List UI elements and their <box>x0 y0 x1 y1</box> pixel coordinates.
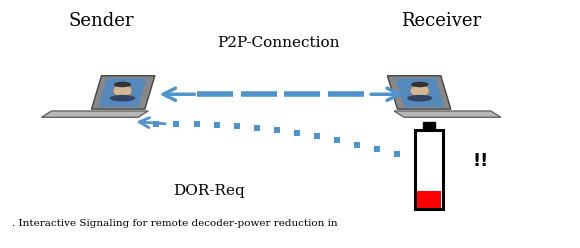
Polygon shape <box>92 76 155 109</box>
FancyBboxPatch shape <box>423 122 436 130</box>
Ellipse shape <box>110 95 135 101</box>
Ellipse shape <box>114 82 131 87</box>
Polygon shape <box>396 78 444 107</box>
Polygon shape <box>387 76 451 109</box>
Polygon shape <box>98 78 147 107</box>
Ellipse shape <box>113 85 132 97</box>
FancyBboxPatch shape <box>417 191 441 208</box>
Text: Receiver: Receiver <box>401 12 481 31</box>
Text: !!: !! <box>473 152 489 170</box>
Polygon shape <box>41 111 148 117</box>
Ellipse shape <box>407 95 433 101</box>
Text: . Interactive Signaling for remote decoder-power reduction in: . Interactive Signaling for remote decod… <box>12 219 337 228</box>
Ellipse shape <box>411 82 429 87</box>
Ellipse shape <box>411 85 429 97</box>
FancyBboxPatch shape <box>415 130 443 209</box>
Text: Sender: Sender <box>69 12 134 31</box>
Polygon shape <box>394 111 501 117</box>
Text: P2P-Connection: P2P-Connection <box>217 36 340 50</box>
Text: DOR-Req: DOR-Req <box>173 185 245 198</box>
